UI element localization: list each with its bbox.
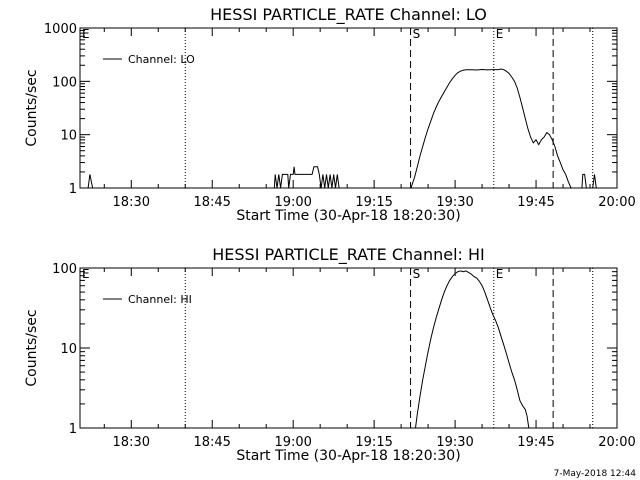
chart-panel-hi: S E E 18:30 18:45 19:00 19:15 19:30 19:45 20:00 1 1… [24, 245, 636, 464]
y-axis-label: Counts/sec [24, 69, 40, 146]
marker-label: S [413, 267, 421, 281]
y-axis-label: Counts/sec [24, 309, 40, 386]
x-tick-label: 19:00 [274, 195, 311, 210]
x-tick-label: 18:45 [193, 435, 230, 450]
y-tick-label: 100 [52, 75, 77, 90]
chart-title: HESSI PARTICLE_RATE Channel: LO [210, 5, 487, 25]
legend-label: Channel: LO [128, 53, 195, 66]
x-tick-label: 18:30 [113, 195, 150, 210]
x-axis-label: Start Time (30-Apr-18 18:20:30) [236, 208, 460, 224]
x-axis-label: Start Time (30-Apr-18 18:20:30) [236, 448, 460, 464]
x-tick-label: 19:45 [517, 195, 554, 210]
x-tick-label: 20:00 [598, 195, 635, 210]
x-tick-label: 19:30 [436, 435, 473, 450]
x-tick-label: 19:15 [355, 195, 392, 210]
plot-frame [79, 267, 618, 429]
y-tick-label: 1000 [44, 22, 77, 37]
series-line [410, 68, 572, 189]
corner-label: E [82, 267, 90, 281]
chart-title: HESSI PARTICLE_RATE Channel: HI [212, 245, 485, 265]
marker-label: S [413, 27, 421, 41]
chart-panel-lo: S E E 18:30 18:45 19:00 19:15 19:30 19:45 20:00 1 1… [24, 5, 636, 224]
series-line [581, 173, 587, 189]
x-tick-label: 19:00 [274, 435, 311, 450]
date-stamp: 7-May-2018 12:44 [554, 469, 637, 479]
series-line [87, 174, 96, 189]
x-tick-label: 20:00 [598, 435, 635, 450]
x-tick-label: 19:15 [355, 435, 392, 450]
x-tick-label: 18:45 [193, 195, 230, 210]
marker-label: E [496, 27, 504, 41]
x-tick-label: 19:30 [436, 195, 473, 210]
x-tick-label: 19:45 [517, 435, 554, 450]
marker-label: E [496, 267, 504, 281]
series-line [273, 166, 340, 189]
x-tick-label: 18:30 [113, 435, 150, 450]
y-tick-label: 1 [69, 422, 77, 437]
y-tick-label: 10 [60, 342, 77, 357]
series-line [415, 270, 530, 429]
legend-label: Channel: HI [128, 293, 192, 306]
series-line [592, 174, 597, 189]
corner-label: E [82, 27, 90, 41]
y-tick-label: 100 [52, 262, 77, 277]
plot-frame [79, 27, 618, 189]
y-tick-label: 10 [60, 129, 77, 144]
y-tick-label: 1 [69, 182, 77, 197]
